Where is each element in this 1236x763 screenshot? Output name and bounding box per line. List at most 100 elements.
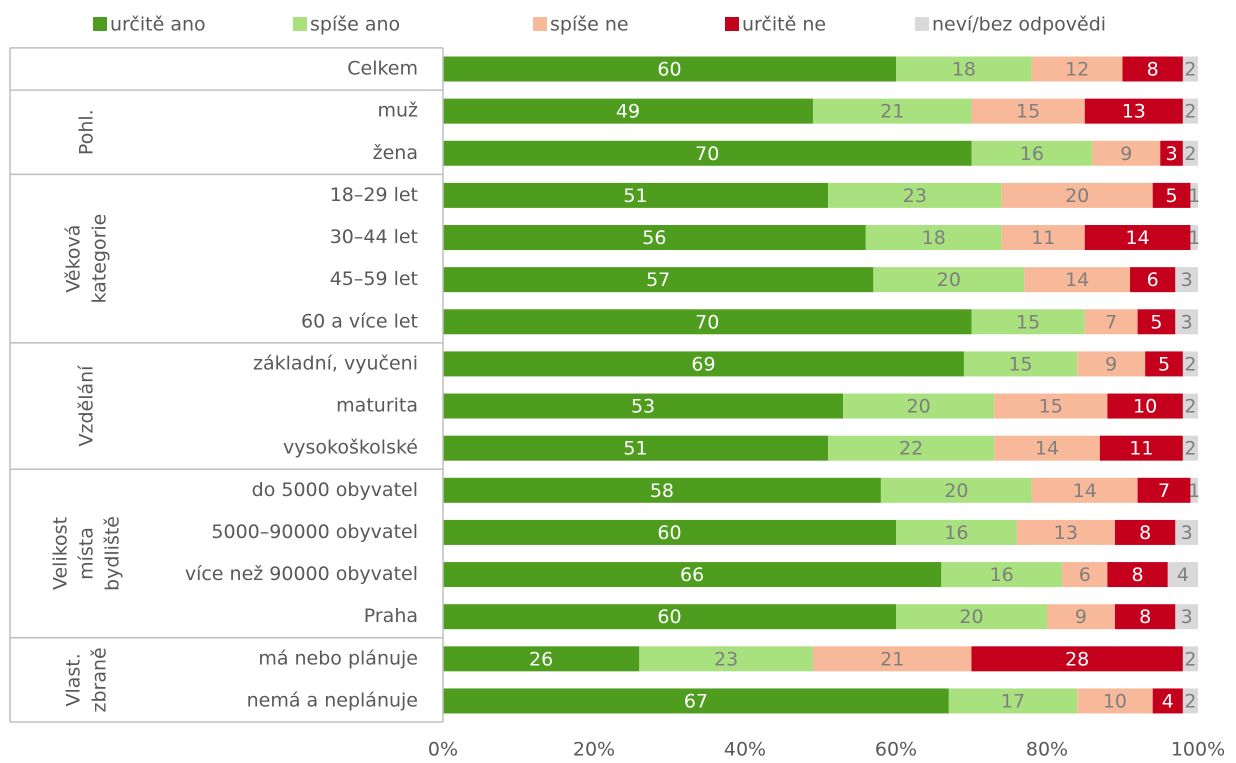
data-label: 53 xyxy=(631,396,655,418)
group-label: bydliště xyxy=(102,516,124,591)
data-label: 14 xyxy=(1065,269,1089,291)
bar-segment xyxy=(1062,562,1108,588)
data-label: 16 xyxy=(1020,143,1044,165)
data-label: 51 xyxy=(623,438,647,460)
data-label: 20 xyxy=(959,606,983,628)
data-label: 2 xyxy=(1184,353,1196,375)
category-label: 60 a více let xyxy=(301,310,418,332)
bar-segment xyxy=(896,519,1017,545)
bar-segment xyxy=(1092,140,1161,166)
data-label: 70 xyxy=(695,311,719,333)
data-label: 67 xyxy=(684,690,708,712)
bar-segment xyxy=(443,182,829,208)
data-label: 2 xyxy=(1184,101,1196,123)
x-tick-label: 0% xyxy=(428,739,458,761)
category-label: Celkem xyxy=(347,58,418,80)
legend-swatch xyxy=(725,17,739,31)
data-label: 11 xyxy=(1031,227,1055,249)
bar-segment xyxy=(971,309,1085,335)
bar-segment xyxy=(1084,225,1191,251)
category-label: 30–44 let xyxy=(330,226,418,248)
bar-segment xyxy=(1182,351,1198,377)
data-label: 16 xyxy=(990,564,1014,586)
bar-segment xyxy=(1114,604,1176,630)
data-label: 23 xyxy=(714,648,738,670)
data-label: 14 xyxy=(1126,227,1150,249)
bar-segment xyxy=(1047,604,1115,630)
data-label: 7 xyxy=(1158,480,1170,502)
data-label: 13 xyxy=(1054,522,1078,544)
data-label: 3 xyxy=(1181,269,1193,291)
x-tick-label: 80% xyxy=(1026,739,1068,761)
data-label: 6 xyxy=(1079,564,1091,586)
group-label: Věková xyxy=(63,225,85,293)
data-label: 1 xyxy=(1188,185,1200,207)
bar-segment xyxy=(1107,562,1168,588)
data-label: 10 xyxy=(1133,396,1157,418)
bar-segment xyxy=(639,646,813,672)
bar-segment xyxy=(443,477,881,503)
bar-segment xyxy=(1077,688,1153,714)
bar-segment xyxy=(1114,519,1176,545)
data-label: 4 xyxy=(1177,564,1189,586)
group-label: Vlast. xyxy=(63,653,85,706)
bar-segment xyxy=(828,182,1002,208)
bar-segment xyxy=(1152,688,1183,714)
bar-segment xyxy=(1107,393,1183,419)
bar-segment xyxy=(1145,351,1183,377)
bar-segment xyxy=(948,688,1078,714)
data-label: 4 xyxy=(1162,690,1174,712)
bar-segment xyxy=(443,309,972,335)
bar-segment xyxy=(1099,435,1183,461)
legend-label: spíše ano xyxy=(310,14,400,36)
category-label: do 5000 obyvatel xyxy=(252,479,418,501)
category-label: více než 90000 obyvatel xyxy=(185,563,418,585)
x-tick-label: 60% xyxy=(875,739,917,761)
group-label: Pohl. xyxy=(76,109,98,155)
bar-segment xyxy=(443,98,813,124)
data-label: 60 xyxy=(657,606,681,628)
bar-segment xyxy=(880,477,1032,503)
bar-segment xyxy=(1182,646,1198,672)
legend-swatch xyxy=(93,17,107,31)
bar-segment xyxy=(443,351,964,377)
data-label: 70 xyxy=(695,143,719,165)
data-label: 15 xyxy=(1008,353,1032,375)
data-label: 23 xyxy=(903,185,927,207)
category-label: muž xyxy=(377,100,418,122)
data-label: 3 xyxy=(1166,143,1178,165)
data-label: 15 xyxy=(1016,311,1040,333)
bar-segment xyxy=(812,98,972,124)
data-label: 20 xyxy=(944,480,968,502)
bar-segment xyxy=(1175,604,1198,630)
bar-segment xyxy=(1031,56,1123,82)
data-label: 20 xyxy=(937,269,961,291)
bar-segment xyxy=(865,225,1002,251)
category-label: 18–29 let xyxy=(330,184,418,206)
data-label: 15 xyxy=(1016,101,1040,123)
bar-segment xyxy=(1182,435,1198,461)
bar-segment xyxy=(1024,267,1131,293)
data-label: 17 xyxy=(1001,690,1025,712)
bar-segment xyxy=(1130,267,1176,293)
data-label: 21 xyxy=(880,648,904,670)
data-label: 22 xyxy=(899,438,923,460)
bar-segment xyxy=(443,646,640,672)
data-label: 9 xyxy=(1120,143,1132,165)
group-label: kategorie xyxy=(89,214,111,304)
bar-segment xyxy=(443,140,972,166)
data-label: 13 xyxy=(1122,101,1146,123)
data-label: 8 xyxy=(1147,59,1159,81)
group-label: místa xyxy=(76,527,98,580)
data-label: 69 xyxy=(691,353,715,375)
data-label: 14 xyxy=(1073,480,1097,502)
bar-segment xyxy=(443,435,829,461)
bar-segment xyxy=(896,604,1047,630)
data-label: 14 xyxy=(1035,438,1059,460)
legend-label: určitě ne xyxy=(742,14,826,36)
category-label: 5000–90000 obyvatel xyxy=(211,521,418,543)
category-label: maturita xyxy=(336,395,418,417)
bar-segment xyxy=(941,562,1063,588)
data-label: 2 xyxy=(1184,438,1196,460)
